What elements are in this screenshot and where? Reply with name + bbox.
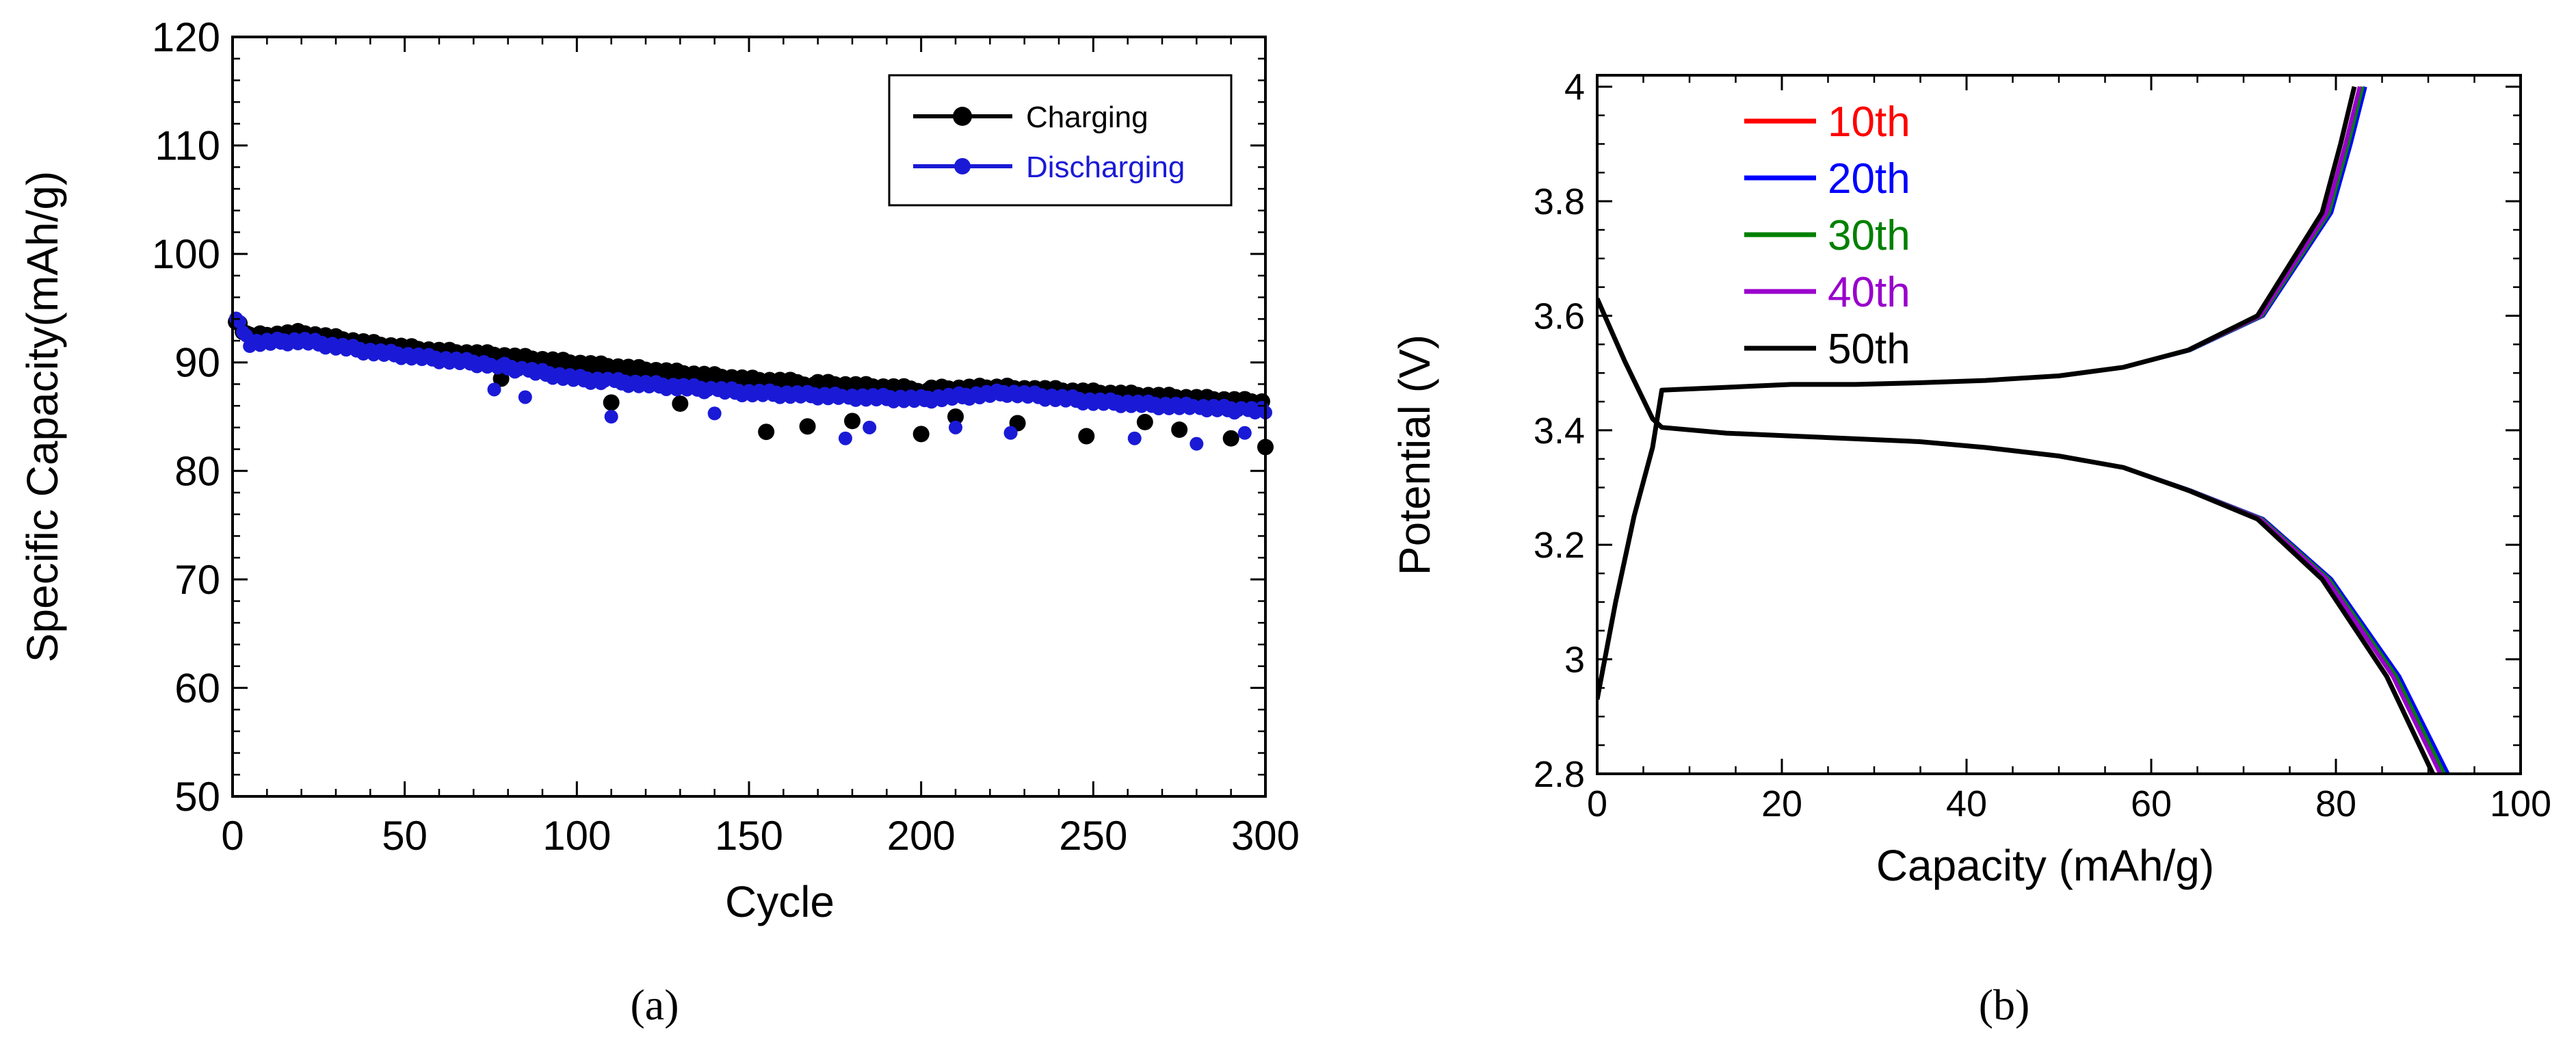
panel-a-y-tick-label: 80 [174,448,220,494]
panel-a-x-tick-label: 150 [715,813,783,859]
point-discharging [863,420,877,434]
panel-a-y-tick-label: 60 [174,665,220,711]
panel-b-y-tick-label: 2.8 [1534,754,1585,795]
panel-a-y-axis-label: Specific Capacity(mAh/g) [18,171,67,662]
point-charging [947,408,964,425]
series-30th [1597,86,2446,774]
panel-b-label: (b) [1979,980,2030,1029]
panel-b-axes: 0 20 40 60 80 100 2.8 3 3.2 3.4 3.6 3.8 4 [1534,67,2551,824]
panel-b-x-tick-label: 60 [2131,783,2172,824]
curve-30th-discharge [1597,298,2446,774]
curve-40th-charge [1597,86,2362,700]
point-discharging [518,390,532,404]
panel-b-x-tick-label: 100 [2490,783,2551,824]
legend-10th-label: 10th [1828,99,1910,146]
panel-a-series-layer [228,311,1274,456]
point-charging [1078,428,1095,445]
legend-charging-label: Charging [1026,101,1148,134]
panel-b-y-tick-label: 3 [1564,640,1585,681]
legend-20th-label: 20th [1828,155,1910,203]
panel-a-x-tick-label: 250 [1059,813,1127,859]
series-20th [1597,86,2450,774]
panel-a-x-tick-label: 0 [221,813,244,859]
series-50th [1597,86,2435,774]
curve-10th-charge [1597,86,2362,700]
point-discharging [1237,426,1252,440]
series-discharging [229,311,1272,451]
curve-20th-discharge [1597,298,2450,774]
point-charging [603,394,620,411]
panel-a-y-tick-label: 120 [152,14,220,60]
panel-a-x-tick-label: 50 [382,813,428,859]
panel-b-x-tick-label: 40 [1946,783,1987,824]
series-10th [1597,86,2443,774]
panel-b-legend: 10th 20th 30th 40th 50th [1744,99,1910,373]
curve-10th-discharge [1597,298,2443,774]
panel-a-y-tick-label: 90 [174,340,220,386]
point-charging [1171,421,1188,439]
panel-b-curves [1597,86,2450,774]
curve-40th-discharge [1597,298,2443,774]
point-charging [672,395,689,412]
panel-b-y-tick-label: 4 [1564,67,1585,108]
legend-discharging-label: Discharging [1026,151,1185,184]
panel-a-x-tick-label: 200 [887,813,956,859]
point-discharging [1127,431,1142,445]
point-discharging [707,406,722,421]
point-charging [844,413,860,430]
legend-40th-label: 40th [1828,269,1910,316]
point-discharging [949,420,962,434]
panel-a-legend: Charging Discharging [888,74,1233,207]
panel-a-y-tick-label: 70 [174,557,220,603]
panel-b-y-tick-label: 3.8 [1534,181,1585,222]
panel-a-label: (a) [630,980,679,1029]
panel-b-series-layer [1597,86,2450,774]
panel-a-legend-box [888,74,1233,207]
panel-a-y-tick-label: 100 [152,231,220,277]
panel-b-y-tick-label: 3.6 [1534,296,1585,337]
panel-a-y-tick-label: 50 [174,774,220,820]
point-charging [912,426,930,443]
curve-50th-discharge [1597,297,2435,774]
point-charging [799,418,816,435]
panel-b-x-axis-label: Capacity (mAh/g) [1876,841,2214,890]
point-charging [1222,430,1239,447]
curve-20th-charge [1597,86,2367,700]
point-charging [1136,413,1153,430]
panel-b-chart: 0 20 40 60 80 100 2.8 3 3.2 3.4 3.6 3.8 4 Capacity (… [1390,67,2551,1029]
curve-30th-charge [1597,86,2365,700]
series-40th [1597,86,2443,774]
panel-a-y-tick-label: 110 [155,123,220,169]
point-charging [758,424,775,441]
panel-a-x-tick-label: 300 [1231,813,1300,859]
panel-b-x-tick-label: 0 [1587,783,1607,824]
point-discharging [604,410,618,424]
legend-charging-marker [953,107,972,126]
legend-30th-label: 30th [1828,212,1910,259]
panel-b-y-axis-label: Potential (V) [1390,335,1439,575]
point-discharging [487,382,501,397]
panel-a-x-axis-label: Cycle [725,877,834,926]
panel-a-x-tick-label: 100 [542,813,611,859]
point-discharging [1190,437,1204,451]
legend-50th-label: 50th [1828,326,1910,373]
curve-50th-charge [1597,86,2357,700]
legend-discharging-marker [954,158,971,174]
panel-b-x-tick-label: 80 [2315,783,2356,824]
point-discharging [838,431,852,445]
point-discharging [1003,426,1018,440]
panel-b-y-tick-label: 3.4 [1534,411,1585,452]
panel-b-x-tick-label: 20 [1761,783,1802,824]
panel-b-y-tick-label: 3.2 [1534,525,1585,566]
